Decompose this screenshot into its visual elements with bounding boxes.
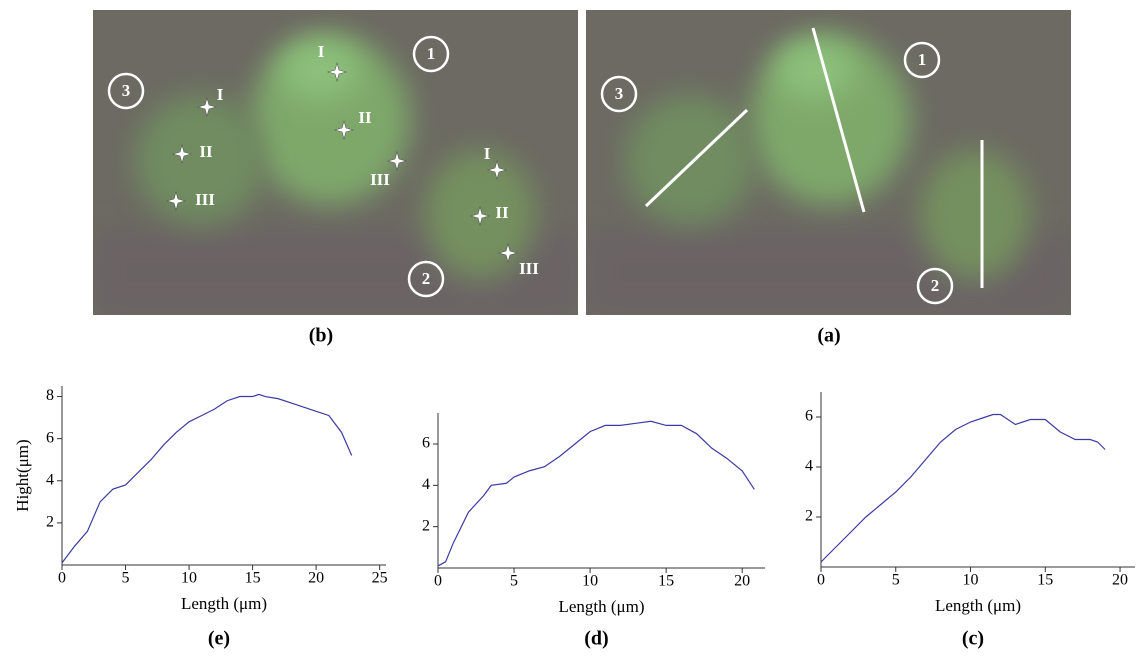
x-tick-label: 25 <box>372 570 388 587</box>
panel-label: (b) <box>309 325 333 347</box>
point-label: III <box>195 190 215 209</box>
panel-label: (c) <box>962 628 984 650</box>
y-tick-label: 4 <box>46 471 54 488</box>
point-label: III <box>519 259 539 278</box>
x-tick-label: 0 <box>817 572 825 589</box>
point-label: II <box>495 203 509 222</box>
x-tick-label: 10 <box>963 572 979 589</box>
micrograph-b <box>93 10 578 315</box>
panel-label: (a) <box>817 325 840 347</box>
x-tick-label: 0 <box>58 570 66 587</box>
x-tick-label: 5 <box>510 573 518 590</box>
region-label: 1 <box>427 44 436 63</box>
x-axis-label: Length (μm) <box>181 594 267 613</box>
x-axis-label: Length (μm) <box>558 597 644 616</box>
x-tick-label: 15 <box>245 570 261 587</box>
y-tick-label: 6 <box>422 435 430 452</box>
region-label: 2 <box>422 269 431 288</box>
x-tick-label: 0 <box>434 573 442 590</box>
panel-label: (d) <box>584 628 608 650</box>
x-tick-label: 15 <box>658 573 674 590</box>
y-tick-label: 4 <box>805 458 813 475</box>
x-tick-label: 20 <box>308 570 324 587</box>
x-tick-label: 20 <box>1112 572 1128 589</box>
x-tick-label: 10 <box>181 570 197 587</box>
y-tick-label: 6 <box>805 408 813 425</box>
y-axis-label: Hight(μm) <box>13 439 32 511</box>
figure: 1 2 3 I II III I II III I II III (b) 1 2… <box>0 0 1140 659</box>
data-line <box>821 415 1105 563</box>
y-tick-label: 8 <box>46 387 54 404</box>
point-label: I <box>484 144 491 163</box>
x-tick-label: 15 <box>1037 572 1053 589</box>
point-label: II <box>358 108 372 127</box>
region-label: 3 <box>122 81 131 100</box>
y-tick-label: 2 <box>422 517 430 534</box>
region-label: 3 <box>615 84 624 103</box>
x-tick-label: 5 <box>122 570 130 587</box>
y-tick-label: 4 <box>422 476 430 493</box>
data-line <box>438 421 754 566</box>
data-line <box>62 394 352 562</box>
micrograph-a <box>586 10 1071 315</box>
point-label: I <box>217 85 224 104</box>
y-tick-label: 6 <box>46 429 54 446</box>
region-label: 2 <box>931 276 940 295</box>
x-axis-label: Length (μm) <box>935 596 1021 615</box>
point-label: II <box>199 142 213 161</box>
region-label: 1 <box>918 50 927 69</box>
point-label: I <box>318 42 325 61</box>
y-tick-label: 2 <box>46 514 54 531</box>
point-label: III <box>370 170 390 189</box>
x-tick-label: 5 <box>892 572 900 589</box>
y-tick-label: 2 <box>805 508 813 525</box>
panel-label: (e) <box>208 628 230 650</box>
x-tick-label: 10 <box>582 573 598 590</box>
x-tick-label: 20 <box>734 573 750 590</box>
